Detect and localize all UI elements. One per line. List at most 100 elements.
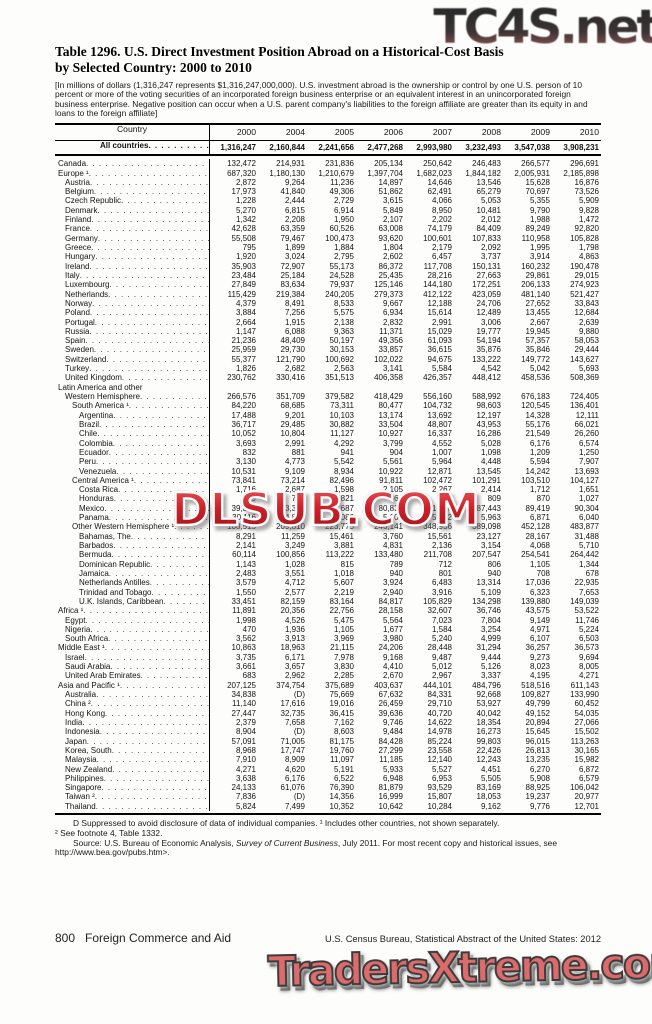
value-cell: 3,760 — [382, 531, 403, 541]
footnote-source: Source: U.S. Bureau of Economic Analysis… — [55, 837, 557, 858]
value-cell: 87,443 — [455, 504, 504, 513]
value-cell: 29,710 — [427, 699, 452, 709]
value-cell: 14,328 — [525, 410, 550, 420]
table-row: Netherlands 115,429 219,384 240,205 279,373 4… — [55, 289, 601, 299]
dot-leader — [121, 196, 209, 205]
table-row: Israel 3,735 6,171 7,978 9,168 9,487 9,444 9,27… — [55, 652, 601, 663]
value-cell: 76,390 — [329, 783, 354, 793]
value-cell: 3,024 — [284, 252, 305, 262]
value-cell: 832 — [242, 447, 256, 457]
table-row: Barbados 2,141 3,249 3,881 4,831 2,136 3,154 4,… — [55, 541, 601, 551]
value-cell: 22,426 — [476, 745, 501, 755]
table-row: Canada 132,472 214,931 231,836 205,134 250,64… — [55, 159, 601, 169]
value-cell: 48,807 — [427, 419, 452, 429]
value-cell: 55,173 — [329, 261, 354, 271]
value-cell: 24,706 — [476, 298, 501, 308]
value-cell: 5,909 — [578, 196, 599, 206]
value-cell: 279,373 — [374, 289, 403, 299]
value-cell: 34,838 — [231, 690, 256, 699]
value-cell: 39,352 — [210, 504, 259, 513]
value-cell: 36,415 — [329, 708, 354, 718]
value-cell: 3,916 — [431, 587, 452, 597]
value-cell: 1,920 — [235, 252, 256, 262]
table-title-line1: Table 1296. U.S. Direct Investment Posit… — [55, 44, 504, 59]
table-row: Australia 34,838 (D) 75,669 67,632 84,331 92,6… — [55, 690, 601, 700]
value-cell: 17,747 — [280, 745, 305, 755]
value-cell: 351,709 — [276, 392, 305, 401]
value-cell: 49,152 — [525, 708, 550, 718]
table-row: Italy 23,484 25,184 24,528 25,435 28,216 27,66… — [55, 270, 601, 281]
value-cell: 9,149 — [529, 615, 550, 625]
value-cell: 9,790 — [529, 205, 550, 215]
value-cell: 83,164 — [329, 596, 354, 606]
value-cell: 8,533 — [333, 298, 354, 308]
value-cell: 724,405 — [570, 392, 599, 401]
value-cell: 3,924 — [382, 578, 403, 588]
value-cell: 98,603 — [476, 401, 501, 411]
value-cell: 9,487 — [431, 652, 452, 662]
value-cell: 2,005,931 — [514, 168, 550, 178]
value-cell: 35,876 — [476, 345, 501, 355]
value-cell: 9,694 — [578, 652, 599, 662]
value-cell: 13,455 — [525, 308, 550, 318]
table-row: Bahamas, The 8,291 11,259 15,461 3,760 15,561… — [55, 531, 601, 541]
value-cell: 9,746 — [382, 717, 403, 727]
dot-leader — [108, 290, 209, 299]
value-cell: 53,522 — [574, 606, 599, 616]
value-cell: 2,092 — [480, 243, 501, 252]
value-cell: 2,940 — [382, 587, 403, 597]
value-cell: 246,483 — [472, 159, 501, 169]
value-cell: 81,175 — [329, 736, 354, 746]
table-row: United Kingdom 230,762 330,416 351,513 406,3… — [55, 373, 601, 383]
value-cell: 70,697 — [525, 187, 550, 197]
value-cell: 1,105 — [529, 559, 550, 569]
value-cell: 2,991 — [431, 317, 452, 327]
all-countries-row: All countries 1,316,247 2,160,844 2,241,656… — [55, 141, 601, 157]
table-row: South Africa 3,562 3,913 3,969 3,980 5,240 4,9… — [55, 634, 601, 644]
value-cell: 8,904 — [235, 727, 256, 737]
value-cell: 16,876 — [574, 177, 599, 187]
value-cell: 1,804 — [382, 243, 403, 252]
value-cell: 3,884 — [235, 308, 256, 318]
value-cell: 32,735 — [280, 708, 305, 718]
value-cell: 6,872 — [578, 764, 599, 774]
value-cell: 1,899 — [284, 243, 305, 252]
table-row: Chile 10,052 10,804 11,127 10,927 16,337 16,28… — [55, 429, 601, 439]
dot-leader — [85, 653, 209, 662]
table-row: Saudi Arabia 3,661 3,657 3,830 4,410 5,012 5,1… — [55, 662, 601, 672]
value-cell: 68,685 — [280, 401, 305, 411]
value-cell: 31,488 — [574, 531, 599, 541]
value-cell: 5,908 — [529, 773, 550, 783]
value-cell: 100,473 — [325, 233, 354, 243]
value-cell: 30,116 — [210, 513, 259, 522]
value-cell: 1,098 — [480, 447, 501, 457]
value-cell: 1,884 — [333, 243, 354, 252]
value-cell: 6,171 — [284, 652, 305, 662]
value-cell: 4,863 — [578, 252, 599, 262]
country-cell: Canada — [55, 159, 210, 169]
dot-leader — [111, 550, 209, 559]
value-cell: 73,526 — [574, 187, 599, 197]
value-cell: 806 — [487, 559, 501, 569]
value-cell: 3,881 — [333, 541, 354, 550]
value-cell: 1,007 — [431, 447, 452, 457]
value-cell: 92,668 — [476, 690, 501, 699]
value-cell: 2,682 — [284, 364, 305, 374]
table-row: Poland 3,884 7,256 5,575 6,934 15,614 12,489 13… — [55, 308, 601, 318]
value-cell: 6,948 — [382, 773, 403, 783]
value-cell: 2,160,844 — [269, 143, 305, 153]
table-row: Korea, South 8,968 17,747 19,760 27,299 23,55… — [55, 745, 601, 756]
value-cell: 107,833 — [472, 233, 501, 243]
value-cell: 49,799 — [525, 699, 550, 709]
value-cell: 84,428 — [378, 736, 403, 746]
table-row: Finland 1,342 2,208 1,950 2,107 2,202 2,012 1,9… — [55, 215, 601, 225]
value-cell: 60,526 — [329, 224, 354, 234]
value-cell: 1,844,182 — [465, 168, 501, 178]
value-cell: 2,872 — [235, 177, 256, 187]
value-cell: 27,447 — [231, 708, 256, 718]
column-header-year: 2005 — [334, 127, 354, 138]
value-cell: 1,988 — [529, 215, 550, 225]
value-cell: 1,143 — [235, 559, 256, 569]
value-cell: 4,831 — [382, 541, 403, 550]
value-cell: 54,194 — [476, 336, 501, 346]
